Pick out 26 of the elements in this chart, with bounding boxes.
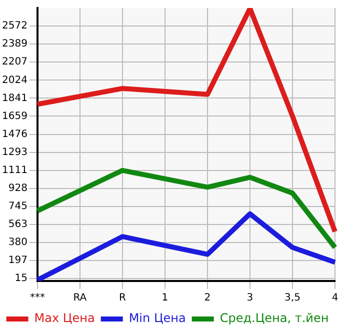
y-tick-label: 15 xyxy=(14,273,28,284)
legend-label: Max Цена xyxy=(34,311,95,326)
y-tick-label: 1476 xyxy=(2,128,28,140)
x-tick-label: *** xyxy=(30,292,45,304)
y-tick-label: 2207 xyxy=(2,56,28,68)
y-tick-label: 1111 xyxy=(2,164,28,176)
x-tick-label: RA xyxy=(73,292,87,304)
x-tick-label: 3,5 xyxy=(284,292,300,304)
x-tick-label: R xyxy=(118,292,126,304)
y-tick-label: 1841 xyxy=(2,92,28,104)
y-tick-label: 380 xyxy=(8,237,28,248)
y-tick-label: 928 xyxy=(8,182,28,194)
x-tick-label: 2 xyxy=(204,292,211,304)
y-tick-label: 563 xyxy=(8,219,28,230)
y-tick-label: 197 xyxy=(8,255,28,266)
x-tick-label: 4 xyxy=(332,292,338,304)
y-tick-label: 2024 xyxy=(2,74,28,86)
legend-label: Min Цена xyxy=(128,311,186,326)
y-tick-label: 1659 xyxy=(2,110,28,122)
y-tick-label: 745 xyxy=(8,201,28,212)
y-tick-label: 2389 xyxy=(2,38,28,50)
y-tick-label: 1293 xyxy=(2,146,28,158)
y-tick-label: 2572 xyxy=(2,20,28,32)
x-tick-label: 1 xyxy=(162,292,168,304)
x-tick-label: 3 xyxy=(246,292,254,304)
legend-label: Сред.Цена, т.йен xyxy=(220,311,329,326)
